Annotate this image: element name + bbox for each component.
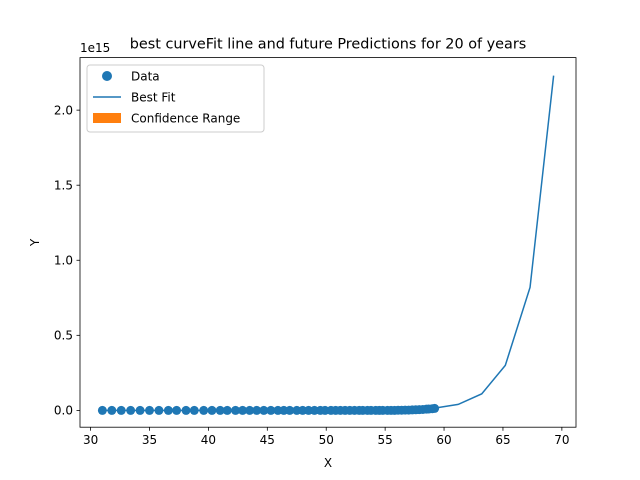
x-tick-label: 50	[319, 433, 334, 447]
data-point	[172, 405, 182, 415]
data-point	[266, 405, 276, 415]
y-axis-label: Y	[28, 238, 42, 247]
y-tick-label: 1.5	[54, 179, 73, 193]
axes-frame	[79, 57, 577, 428]
data-point	[207, 405, 217, 415]
x-axis-label: X	[324, 456, 332, 470]
data-point	[285, 405, 295, 415]
data-point	[154, 405, 164, 415]
y-tick-label: 2.0	[54, 103, 73, 117]
legend-label-confidence-range: Confidence Range	[131, 112, 240, 126]
x-tick-label: 70	[554, 433, 569, 447]
data-point	[245, 405, 255, 415]
y-tick-label: 0.0	[54, 404, 73, 418]
data-point	[107, 405, 117, 415]
x-tick-label: 60	[436, 433, 451, 447]
x-tick-label: 40	[201, 433, 216, 447]
y-axis: 0.0 0.5 1.0 1.5 2.0	[54, 103, 80, 418]
legend-marker-data	[102, 71, 112, 81]
x-axis: 30 35 40 45 50 55 60 65 70	[83, 427, 570, 447]
data-point	[116, 405, 126, 415]
y-tick-label: 0.5	[54, 329, 73, 343]
data-point	[135, 405, 145, 415]
data-point	[252, 405, 262, 415]
data-point	[430, 403, 440, 413]
legend-label-data: Data	[131, 70, 160, 84]
data-point	[163, 405, 173, 415]
data-point	[126, 405, 136, 415]
data-point	[181, 405, 191, 415]
data-point	[259, 405, 269, 415]
data-point	[231, 405, 241, 415]
data-point	[189, 405, 199, 415]
data-point	[145, 405, 155, 415]
legend-label-best-fit: Best Fit	[131, 91, 176, 105]
x-tick-label: 65	[495, 433, 510, 447]
y-tick-label: 1.0	[54, 254, 73, 268]
legend-patch-confidence-range	[93, 113, 121, 123]
x-tick-label: 35	[142, 433, 157, 447]
data-point	[97, 405, 107, 415]
data-point	[238, 405, 248, 415]
y-offset-label: 1e15	[80, 41, 110, 55]
x-tick-label: 55	[377, 433, 392, 447]
data-points	[97, 403, 440, 415]
legend: Data Best Fit Confidence Range	[86, 64, 265, 133]
x-tick-label: 45	[260, 433, 275, 447]
chart-title: best curveFit line and future Prediction…	[130, 37, 527, 53]
data-point	[199, 405, 209, 415]
legend-box	[86, 64, 265, 133]
x-tick-label: 30	[83, 433, 98, 447]
data-point	[215, 405, 225, 415]
data-point	[222, 405, 232, 415]
